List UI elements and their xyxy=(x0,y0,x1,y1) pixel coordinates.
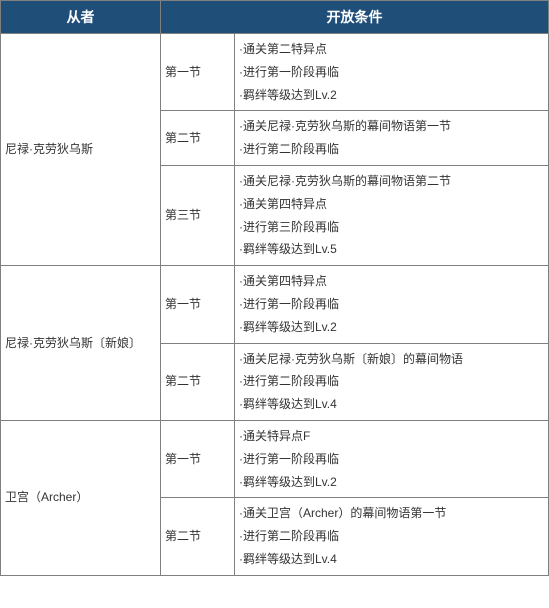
servant-name: 卫宫（Archer） xyxy=(1,420,161,575)
condition-line: ·进行第二阶段再临 xyxy=(239,370,542,393)
condition-cell: ·通关第二特异点·进行第一阶段再临·羁绊等级达到Lv.2 xyxy=(235,34,549,111)
condition-line: ·羁绊等级达到Lv.5 xyxy=(239,238,542,261)
table-row: 卫宫（Archer）第一节·通关特异点F·进行第一阶段再临·羁绊等级达到Lv.2 xyxy=(1,420,549,497)
condition-line: ·通关第四特异点 xyxy=(239,193,542,216)
condition-line: ·羁绊等级达到Lv.4 xyxy=(239,393,542,416)
header-condition: 开放条件 xyxy=(161,1,549,34)
condition-line: ·通关特异点F xyxy=(239,425,542,448)
condition-line: ·进行第三阶段再临 xyxy=(239,216,542,239)
condition-cell: ·通关卫宫（Archer）的幕间物语第一节·进行第二阶段再临·羁绊等级达到Lv.… xyxy=(235,498,549,575)
table-row: 尼禄·克劳狄乌斯第一节·通关第二特异点·进行第一阶段再临·羁绊等级达到Lv.2 xyxy=(1,34,549,111)
header-row: 从者 开放条件 xyxy=(1,1,549,34)
condition-line: ·进行第一阶段再临 xyxy=(239,448,542,471)
condition-line: ·羁绊等级达到Lv.4 xyxy=(239,548,542,571)
condition-cell: ·通关尼禄·克劳狄乌斯的幕间物语第一节·进行第二阶段再临 xyxy=(235,111,549,166)
section-label: 第二节 xyxy=(161,111,235,166)
header-servant: 从者 xyxy=(1,1,161,34)
condition-line: ·通关尼禄·克劳狄乌斯的幕间物语第二节 xyxy=(239,170,542,193)
section-label: 第一节 xyxy=(161,420,235,497)
condition-cell: ·通关第四特异点·进行第一阶段再临·羁绊等级达到Lv.2 xyxy=(235,266,549,343)
condition-line: ·进行第二阶段再临 xyxy=(239,138,542,161)
condition-line: ·通关第二特异点 xyxy=(239,38,542,61)
condition-line: ·羁绊等级达到Lv.2 xyxy=(239,316,542,339)
condition-cell: ·通关尼禄·克劳狄乌斯的幕间物语第二节·通关第四特异点·进行第三阶段再临·羁绊等… xyxy=(235,165,549,265)
condition-line: ·羁绊等级达到Lv.2 xyxy=(239,471,542,494)
table-row: 尼禄·克劳狄乌斯〔新娘〕第一节·通关第四特异点·进行第一阶段再临·羁绊等级达到L… xyxy=(1,266,549,343)
section-label: 第二节 xyxy=(161,498,235,575)
section-label: 第一节 xyxy=(161,266,235,343)
condition-line: ·通关尼禄·克劳狄乌斯的幕间物语第一节 xyxy=(239,115,542,138)
condition-line: ·进行第一阶段再临 xyxy=(239,293,542,316)
condition-line: ·通关第四特异点 xyxy=(239,270,542,293)
condition-line: ·进行第一阶段再临 xyxy=(239,61,542,84)
condition-line: ·羁绊等级达到Lv.2 xyxy=(239,84,542,107)
condition-line: ·通关尼禄·克劳狄乌斯〔新娘〕的幕间物语 xyxy=(239,348,542,371)
servant-name: 尼禄·克劳狄乌斯〔新娘〕 xyxy=(1,266,161,421)
interlude-table: 从者 开放条件 尼禄·克劳狄乌斯第一节·通关第二特异点·进行第一阶段再临·羁绊等… xyxy=(0,0,549,576)
condition-line: ·通关卫宫（Archer）的幕间物语第一节 xyxy=(239,502,542,525)
condition-cell: ·通关特异点F·进行第一阶段再临·羁绊等级达到Lv.2 xyxy=(235,420,549,497)
servant-name: 尼禄·克劳狄乌斯 xyxy=(1,34,161,266)
condition-line: ·进行第二阶段再临 xyxy=(239,525,542,548)
condition-cell: ·通关尼禄·克劳狄乌斯〔新娘〕的幕间物语·进行第二阶段再临·羁绊等级达到Lv.4 xyxy=(235,343,549,420)
section-label: 第一节 xyxy=(161,34,235,111)
section-label: 第三节 xyxy=(161,165,235,265)
section-label: 第二节 xyxy=(161,343,235,420)
